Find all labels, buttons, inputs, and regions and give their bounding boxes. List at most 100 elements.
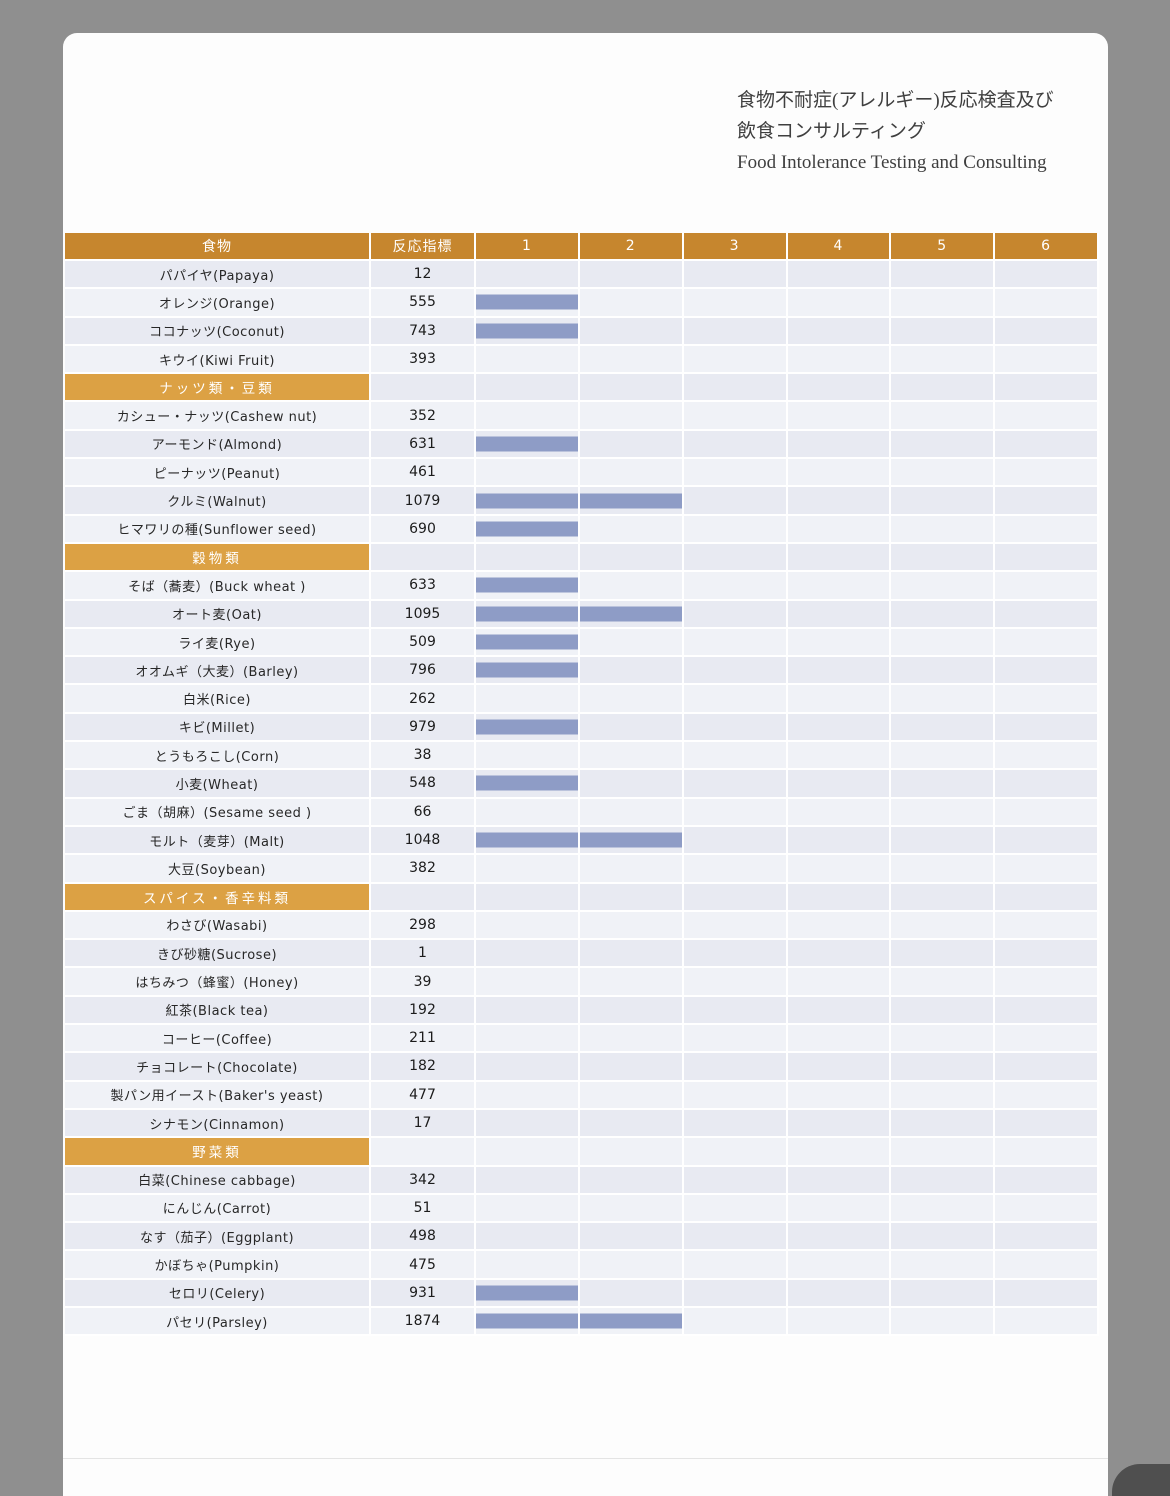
reaction-bar-area: [476, 798, 1099, 825]
grade-grid-cell: [476, 430, 580, 458]
reaction-bar-area: [476, 345, 1099, 373]
grade-grid-cell: [684, 600, 788, 627]
grade-grid-cell: [788, 657, 892, 684]
grade-grid-cell: [995, 883, 1099, 910]
table-row: オオムギ（大麦）(Barley) 796: [65, 657, 1099, 686]
grade-grid-cell: [476, 996, 580, 1024]
grade-grid-cell: [788, 968, 892, 995]
grade-grid-cell: [476, 1307, 580, 1335]
table-row: オート麦(Oat) 1095: [65, 600, 1099, 629]
table-row: キビ(Millet) 979: [65, 713, 1099, 743]
grade-grid-cell: [995, 1223, 1099, 1250]
grade-grid-cell: [788, 543, 892, 571]
grade-grid-cell: [995, 770, 1099, 797]
grade-grid-cell: [684, 1194, 788, 1222]
table-row: ココナッツ(Coconut) 743: [65, 317, 1099, 346]
table-body: パパイヤ(Papaya) 12 オレンジ(Orange) 555 ココナッツ(Cocon…: [65, 261, 1099, 1337]
grade-grid-cell: [891, 345, 996, 373]
grade-grid-cell: [476, 685, 580, 712]
food-label: オオムギ（大麦）(Barley): [65, 657, 371, 684]
grade-grid-cell: [995, 628, 1099, 656]
food-label: わさび(Wasabi): [65, 911, 371, 939]
grade-grid-cell: [476, 1194, 580, 1222]
reaction-bar-area: [476, 402, 1099, 429]
grade-grid-cell: [580, 685, 684, 712]
grade-grid-cell: [580, 430, 684, 458]
food-label: パセリ(Parsley): [65, 1307, 371, 1335]
reaction-index-value: [371, 1138, 476, 1165]
reaction-index-value: 931: [371, 1279, 476, 1306]
grade-grid-cell: [580, 1109, 684, 1137]
grade-grid-cell: [580, 543, 684, 571]
reaction-bar-area: [476, 657, 1099, 684]
grade-grid-cell: [995, 1025, 1099, 1052]
table-row: チョコレート(Chocolate) 182: [65, 1053, 1099, 1082]
food-label: 紅茶(Black tea): [65, 996, 371, 1024]
grade-grid-cell: [995, 1053, 1099, 1080]
grade-grid-cell: [995, 487, 1099, 514]
grade-grid-cell: [684, 713, 788, 741]
grade-grid-cell: [684, 1279, 788, 1306]
table-row: なす（茄子）(Eggplant) 498: [65, 1223, 1099, 1252]
grade-grid-cell: [684, 487, 788, 514]
grade-grid-cell: [995, 742, 1099, 769]
table-row: ライ麦(Rye) 509: [65, 628, 1099, 658]
grade-grid-cell: [788, 1223, 892, 1250]
grade-grid-cell: [995, 657, 1099, 684]
grade-grid-cell: [891, 261, 996, 288]
reaction-bar: [476, 775, 580, 791]
reaction-index-value: 690: [371, 515, 476, 542]
reaction-bar-area: [476, 374, 1099, 401]
grade-grid-cell: [788, 1194, 892, 1222]
reaction-bar-area: [476, 1307, 1099, 1335]
food-label: きび砂糖(Sucrose): [65, 940, 371, 967]
grade-grid-cell: [995, 996, 1099, 1024]
grade-grid-cell: [788, 1081, 892, 1108]
grade-grid-cell: [684, 345, 788, 373]
grade-grid-cell: [476, 1081, 580, 1108]
grade-grid-cell: [580, 968, 684, 995]
grade-grid-cell: [580, 515, 684, 542]
reaction-bar-area: [476, 1138, 1099, 1165]
reaction-bar-area: [476, 968, 1099, 995]
table-row: クルミ(Walnut) 1079: [65, 487, 1099, 516]
grade-grid-cell: [580, 317, 684, 344]
grade-grid-cell: [891, 600, 996, 627]
grade-grid-cell: [995, 1166, 1099, 1193]
table-row: 小麦(Wheat) 548: [65, 770, 1099, 799]
grade-grid-cell: [788, 1138, 892, 1165]
table-row: オレンジ(Orange) 555: [65, 289, 1099, 318]
grade-grid-cell: [891, 1053, 996, 1080]
grade-grid-cell: [995, 1109, 1099, 1137]
grade-grid-cell: [788, 911, 892, 939]
grade-grid-cell: [891, 487, 996, 514]
grade-grid-cell: [788, 685, 892, 712]
grade-grid-cell: [684, 1025, 788, 1052]
grade-grid-cell: [788, 345, 892, 373]
table-row: 大豆(Soybean) 382: [65, 855, 1099, 884]
food-label: オレンジ(Orange): [65, 289, 371, 316]
reaction-bar: [476, 436, 580, 452]
reaction-bar-area: [476, 289, 1099, 316]
reaction-bar-area: [476, 742, 1099, 769]
section-row: ナッツ類・豆類: [65, 374, 1099, 403]
table-row: ピーナッツ(Peanut) 461: [65, 459, 1099, 488]
food-label: パパイヤ(Papaya): [65, 261, 371, 288]
grade-grid-cell: [476, 487, 580, 514]
grade-grid-cell: [995, 826, 1099, 854]
reaction-index-value: 192: [371, 996, 476, 1024]
grade-grid-cell: [788, 600, 892, 627]
grade-grid-cell: [684, 742, 788, 769]
food-label: かぼちゃ(Pumpkin): [65, 1251, 371, 1278]
grade-grid-cell: [684, 657, 788, 684]
reaction-bar-area: [476, 940, 1099, 967]
grade-grid-cell: [580, 940, 684, 967]
food-label: ごま（胡麻）(Sesame seed ): [65, 798, 371, 825]
food-label: 白菜(Chinese cabbage): [65, 1166, 371, 1193]
reaction-bar: [476, 323, 580, 339]
grade-grid-cell: [788, 1251, 892, 1278]
grade-grid-cell: [995, 317, 1099, 344]
food-label: カシュー・ナッツ(Cashew nut): [65, 402, 371, 429]
reaction-index-value: 631: [371, 430, 476, 458]
